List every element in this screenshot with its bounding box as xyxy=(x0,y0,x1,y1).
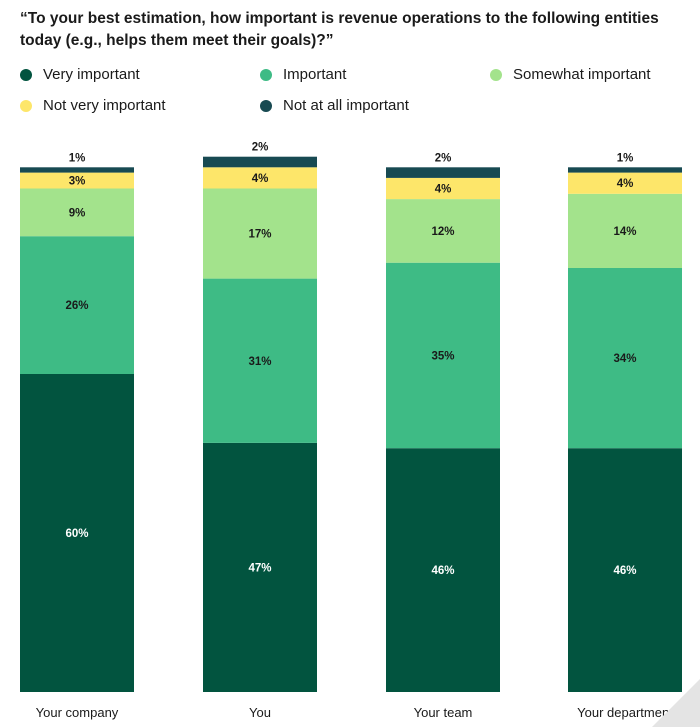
category-label: Your company xyxy=(36,705,119,720)
bar-segment-very-important xyxy=(386,448,500,692)
bar-segment-somewhat-important xyxy=(203,188,317,279)
data-label: 47% xyxy=(248,562,271,574)
data-label: 46% xyxy=(431,565,454,577)
data-label: 4% xyxy=(252,173,269,185)
legend: Very important Important Somewhat import… xyxy=(20,62,700,132)
legend-label: Not very important xyxy=(43,97,166,114)
bar-segment-not-very-important xyxy=(20,172,134,189)
category-label: Your team xyxy=(414,705,473,720)
legend-item-not-at-all-important: Not at all important xyxy=(260,97,409,114)
data-label: 1% xyxy=(617,152,634,164)
stacked-bar-chart: 60% 26% 9% 3% 1% Your company 47% 31% 17% 4% 2% You… xyxy=(20,142,682,720)
legend-swatch xyxy=(260,99,272,112)
bar-segment-very-important xyxy=(20,374,134,692)
legend-item-very-important: Very important xyxy=(20,66,140,83)
data-label: 46% xyxy=(613,565,636,577)
legend-item-important: Important xyxy=(260,66,346,83)
bar-segment-important xyxy=(386,262,500,449)
data-label: 2% xyxy=(252,142,269,154)
data-label: 31% xyxy=(248,356,271,368)
bar-segment-important xyxy=(20,236,134,374)
bar-segment-not-at-all-important xyxy=(568,167,682,173)
chart-title: “To your best estimation, how important … xyxy=(20,10,659,49)
bar-segment-not-at-all-important xyxy=(203,156,317,168)
legend-swatch xyxy=(490,68,502,81)
bar-segment-important xyxy=(568,268,682,449)
bar-segment-not-at-all-important xyxy=(20,167,134,173)
data-label: 17% xyxy=(248,229,271,241)
bar-segment-somewhat-important xyxy=(386,199,500,263)
bar-segment-somewhat-important xyxy=(20,188,134,237)
legend-label: Somewhat important xyxy=(513,66,651,83)
bar-segment-not-at-all-important xyxy=(386,167,500,178)
page-corner-decoration xyxy=(652,679,700,727)
category-label: You xyxy=(249,705,271,720)
legend-swatch xyxy=(20,99,32,112)
bar-segment-very-important xyxy=(568,448,682,692)
data-label: 3% xyxy=(69,176,86,188)
bar-segment-not-very-important xyxy=(386,177,500,200)
data-label: 14% xyxy=(613,226,636,238)
legend-label: Very important xyxy=(43,66,140,83)
data-label: 1% xyxy=(69,152,86,164)
data-label: 35% xyxy=(431,350,454,362)
data-label: 4% xyxy=(617,178,634,190)
legend-item-not-very-important: Not very important xyxy=(20,97,166,114)
legend-swatch xyxy=(260,68,272,81)
data-label: 60% xyxy=(65,528,88,540)
bar-segment-very-important xyxy=(203,442,317,692)
bar-segment-somewhat-important xyxy=(568,193,682,268)
data-label: 26% xyxy=(65,300,88,312)
data-label: 2% xyxy=(435,152,452,164)
legend-label: Not at all important xyxy=(283,97,409,114)
legend-swatch xyxy=(20,68,32,81)
legend-label: Important xyxy=(283,66,347,83)
bar-segment-not-very-important xyxy=(568,172,682,194)
data-label: 4% xyxy=(435,184,452,196)
bar-segment-important xyxy=(203,278,317,443)
data-label: 34% xyxy=(613,353,636,365)
category-label: Your department xyxy=(577,705,673,720)
data-label: 9% xyxy=(69,207,86,219)
legend-item-somewhat-important: Somewhat important xyxy=(490,66,651,83)
bar-segment-not-very-important xyxy=(203,167,317,189)
data-label: 12% xyxy=(431,226,454,238)
